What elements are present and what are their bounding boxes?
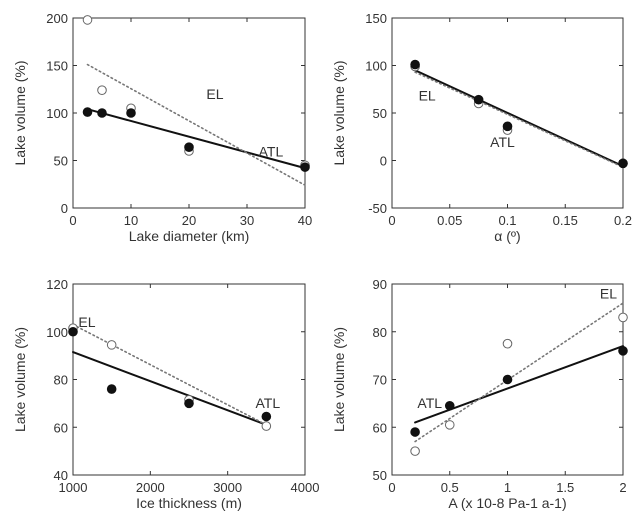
annotation-atl: ATL (417, 395, 442, 411)
axes-box (72, 283, 306, 476)
atl-data-point (410, 59, 420, 70)
x-tick-label: 20 (182, 213, 196, 228)
y-tick-label: 50 (54, 154, 68, 169)
y-axis-label: Lake volume (%) (12, 60, 28, 165)
atl-data-point (410, 427, 420, 437)
x-axis-label: α (º) (494, 228, 520, 244)
x-axis-label: Ice thickness (m) (136, 495, 242, 511)
y-tick-label: 60 (373, 420, 387, 435)
el-fit-line (414, 302, 624, 443)
y-tick-label: 70 (373, 373, 387, 388)
atl-fit-line (72, 351, 268, 426)
annotation-atl: ATL (490, 134, 515, 150)
y-tick-label: 150 (365, 11, 387, 26)
y-tick-label: 200 (46, 11, 68, 26)
x-tick-label: 0.1 (498, 213, 516, 228)
atl-data-point (261, 411, 272, 422)
el-data-point (444, 420, 455, 430)
el-data-point (106, 340, 117, 350)
el-fit-line (72, 323, 268, 426)
x-tick-label: 40 (298, 213, 312, 228)
y-tick-label: 100 (365, 59, 387, 74)
x-tick-label: 1000 (59, 480, 88, 495)
y-tick-label: 60 (54, 420, 68, 435)
y-tick-label: 0 (61, 201, 68, 216)
el-data-point (502, 338, 513, 349)
annotation-el: EL (78, 314, 95, 330)
atl-data-point (300, 162, 310, 172)
x-tick-label: 2 (619, 480, 626, 495)
chart-panel-4: 0 0.5 1 1.5 2 50 60 70 80 90 Lake volume (%) A (x 1… (331, 277, 628, 511)
chart-panel-1: 0 10 20 30 40 0 50 100 150 200 Lake volume (%) Lake… (12, 11, 312, 244)
atl-data-point (184, 142, 194, 152)
x-tick-label: 0.05 (437, 213, 462, 228)
atl-data-point (184, 398, 194, 409)
y-tick-label: 50 (373, 468, 387, 483)
y-tick-label: 0 (380, 154, 387, 169)
x-tick-label: 10 (124, 213, 138, 228)
el-data-point (618, 312, 628, 323)
el-data-point (410, 446, 420, 456)
x-tick-label: 0 (388, 480, 395, 495)
y-tick-label: 50 (373, 106, 387, 121)
atl-data-point (68, 326, 78, 337)
x-tick-label: 0 (388, 213, 395, 228)
atl-data-point (618, 346, 628, 356)
x-tick-label: 1.5 (556, 480, 574, 495)
x-axis-label: A (x 10-8 Pa-1 a-1) (448, 495, 566, 511)
el-fit-line (86, 63, 306, 186)
atl-data-point (126, 108, 136, 118)
x-axis-label: Lake diameter (km) (129, 228, 250, 244)
chart-panel-3: 1000 2000 3000 4000 40 60 80 100 120 Lake volume … (12, 277, 319, 511)
y-tick-label: 80 (373, 325, 387, 340)
y-tick-label: -50 (368, 201, 387, 216)
x-tick-label: 0 (69, 213, 76, 228)
x-tick-label: 3000 (213, 480, 242, 495)
el-data-point (82, 15, 93, 25)
annotation-el: EL (600, 285, 617, 301)
atl-data-point (444, 400, 455, 411)
annotation-el: EL (206, 86, 223, 102)
y-tick-label: 120 (46, 277, 68, 292)
y-tick-label: 90 (373, 277, 387, 292)
y-axis-label: Lake volume (%) (331, 60, 347, 165)
atl-fit-line (414, 69, 624, 168)
el-data-point (261, 421, 272, 431)
atl-data-point (82, 107, 93, 117)
x-tick-label: 4000 (291, 480, 320, 495)
y-tick-label: 40 (54, 468, 68, 483)
atl-data-point (473, 94, 484, 105)
x-tick-label: 0.2 (614, 213, 632, 228)
annotation-el: EL (419, 88, 436, 104)
atl-fit-line (414, 345, 624, 424)
el-fit-line (414, 71, 624, 168)
atl-data-point (97, 108, 107, 118)
atl-fit-line (86, 108, 306, 170)
annotation-atl: ATL (259, 144, 284, 160)
y-tick-label: 80 (54, 373, 68, 388)
y-tick-label: 100 (46, 106, 68, 121)
el-data-point (97, 85, 107, 95)
y-tick-label: 100 (46, 325, 68, 340)
x-tick-label: 0.5 (441, 480, 459, 495)
atl-data-point (502, 121, 513, 132)
y-axis-label: Lake volume (%) (12, 327, 28, 432)
x-tick-label: 30 (240, 213, 254, 228)
x-tick-label: 1 (504, 480, 511, 495)
atl-data-point (502, 374, 513, 385)
annotation-atl: ATL (256, 395, 281, 411)
atl-data-point (106, 384, 117, 394)
axes-box (72, 17, 306, 209)
x-tick-label: 0.15 (553, 213, 578, 228)
x-tick-label: 2000 (136, 480, 165, 495)
y-axis-label: Lake volume (%) (331, 327, 347, 432)
y-tick-label: 150 (46, 59, 68, 74)
atl-data-point (618, 158, 628, 169)
